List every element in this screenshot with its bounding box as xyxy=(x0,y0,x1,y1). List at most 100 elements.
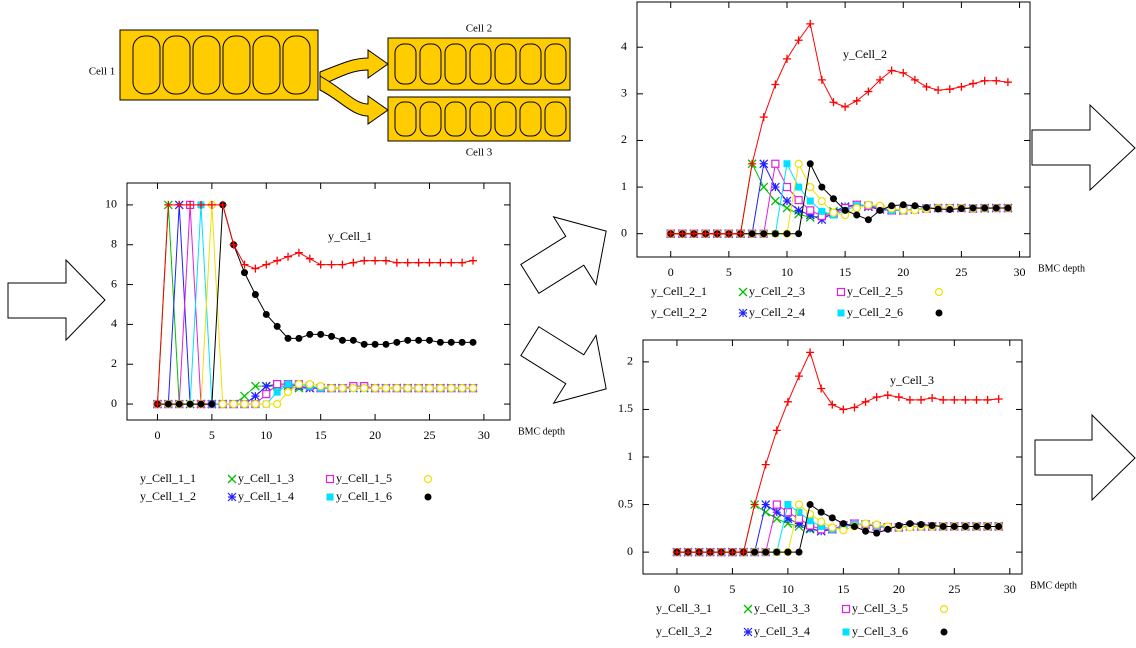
flow-arrow xyxy=(509,307,628,423)
marker xyxy=(795,549,802,556)
marker xyxy=(415,385,422,392)
marker xyxy=(818,509,825,516)
marker xyxy=(830,195,837,202)
marker xyxy=(263,401,270,408)
marker xyxy=(274,323,281,330)
marker xyxy=(806,20,814,28)
legend-marker xyxy=(327,494,334,501)
x-tick-label: 10 xyxy=(260,428,272,442)
y-tick-label: 2 xyxy=(111,356,117,370)
marker xyxy=(929,522,936,529)
marker xyxy=(911,76,919,84)
legend-marker xyxy=(228,475,236,483)
marker xyxy=(906,396,914,404)
marker xyxy=(895,393,903,401)
marker xyxy=(760,183,768,191)
marker xyxy=(973,396,981,404)
marker xyxy=(458,259,466,267)
marker xyxy=(749,230,756,237)
marker xyxy=(795,197,802,204)
y-tick-label: 1.5 xyxy=(618,401,633,415)
x-tick-label: 30 xyxy=(1004,582,1016,596)
marker xyxy=(993,205,1000,212)
marker xyxy=(252,291,259,298)
legend-marker xyxy=(843,606,850,613)
marker xyxy=(372,385,379,392)
marker xyxy=(995,523,1002,530)
marker xyxy=(807,501,814,508)
legend-marker xyxy=(739,288,747,296)
marker xyxy=(447,259,455,267)
marker xyxy=(436,259,444,267)
marker xyxy=(1004,205,1011,212)
marker xyxy=(818,208,825,215)
x-tick-label: 5 xyxy=(726,265,732,279)
y-tick-label: 2 xyxy=(621,132,627,146)
legend-label: y_Cell_1_2 xyxy=(140,489,196,503)
legend-marker xyxy=(838,310,845,317)
legend-label: y_Cell_3_1 xyxy=(656,601,712,615)
x-tick-label: 10 xyxy=(782,582,794,596)
marker xyxy=(840,527,847,534)
marker xyxy=(873,530,880,537)
x-tick-label: 20 xyxy=(369,428,381,442)
x-axis-label: BMC depth xyxy=(1038,263,1085,274)
marker xyxy=(251,265,259,273)
marker xyxy=(382,385,389,392)
legend-marker xyxy=(327,476,334,483)
marker xyxy=(877,207,884,214)
marker xyxy=(349,259,357,267)
marker xyxy=(350,337,357,344)
marker xyxy=(762,501,770,509)
cell-label: Cell 2 xyxy=(466,23,493,35)
marker xyxy=(426,337,433,344)
marker xyxy=(382,257,390,265)
marker xyxy=(940,523,947,530)
marker xyxy=(285,389,292,396)
flow-arrows xyxy=(8,105,1135,500)
marker xyxy=(263,391,270,398)
marker xyxy=(771,197,779,205)
series-line xyxy=(671,24,1008,234)
marker xyxy=(795,206,803,214)
series-line xyxy=(157,205,473,404)
marker xyxy=(404,337,411,344)
marker xyxy=(923,83,931,91)
marker xyxy=(426,385,433,392)
y-tick-label: 6 xyxy=(111,276,117,290)
marker xyxy=(865,216,872,223)
marker xyxy=(918,521,925,528)
x-tick-label: 30 xyxy=(1014,265,1026,279)
marker xyxy=(957,83,965,91)
marker xyxy=(806,348,814,356)
line-chart: 0246810051015202530BMC depthy_Cell_1_1y_… xyxy=(105,183,565,503)
marker xyxy=(818,76,826,84)
marker xyxy=(448,385,455,392)
x-axis-label: BMC depth xyxy=(1030,580,1077,591)
marker xyxy=(917,396,925,404)
marker xyxy=(935,205,942,212)
legend-marker xyxy=(425,494,432,501)
series-line xyxy=(157,205,473,404)
marker xyxy=(853,212,860,219)
y-tick-label: 8 xyxy=(111,236,117,250)
marker xyxy=(219,201,227,209)
x-tick-label: 25 xyxy=(948,582,960,596)
marker xyxy=(911,202,918,209)
marker xyxy=(772,230,779,237)
marker xyxy=(784,549,791,556)
x-tick-label: 30 xyxy=(478,428,490,442)
marker xyxy=(285,335,292,342)
legend-marker xyxy=(744,605,752,613)
marker xyxy=(241,261,249,269)
marker xyxy=(830,209,837,216)
marker xyxy=(295,249,303,257)
line-chart: 01234051015202530BMC depthy_Cell_2_1y_Ce… xyxy=(621,2,1085,319)
marker xyxy=(951,523,958,530)
y-tick-label: 0.5 xyxy=(618,496,633,510)
marker xyxy=(984,523,991,530)
legend-label: y_Cell_3_6 xyxy=(852,624,908,638)
marker xyxy=(1004,78,1012,86)
marker xyxy=(285,381,292,388)
marker xyxy=(339,385,346,392)
